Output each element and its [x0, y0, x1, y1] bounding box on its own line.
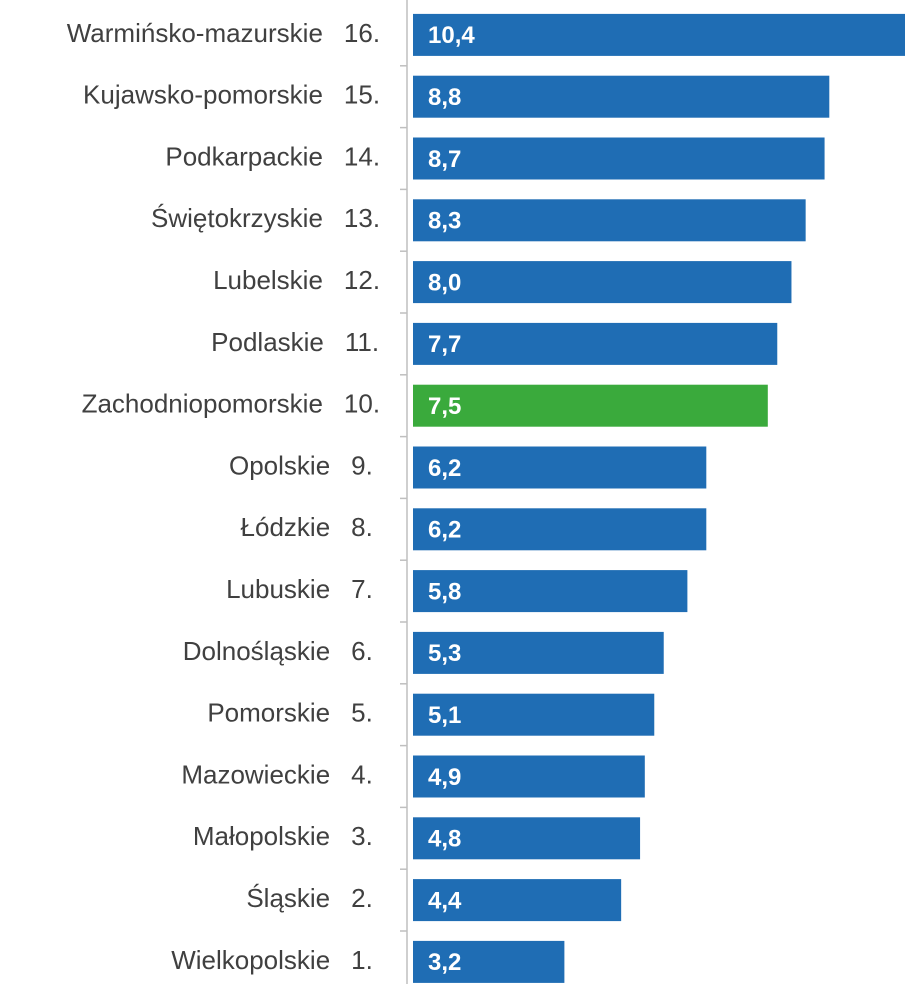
bar [413, 384, 768, 427]
category-label: Wielkopolskie [171, 945, 330, 975]
data-label: 6,2 [428, 455, 461, 482]
data-label: 4,8 [428, 826, 461, 853]
bar [413, 755, 645, 798]
bar [413, 446, 707, 489]
rank-label: 14. [344, 141, 380, 171]
rank-label: 3. [351, 821, 373, 851]
data-label: 8,7 [428, 146, 461, 173]
bar [413, 261, 792, 304]
data-label: 8,3 [428, 208, 461, 235]
rank-label: 6. [351, 636, 373, 666]
category-label: Łódzkie [241, 512, 331, 542]
category-label: Opolskie [229, 450, 330, 480]
bar [413, 137, 825, 180]
bar [413, 817, 641, 860]
rank-label: 4. [351, 759, 373, 789]
data-label: 5,8 [428, 578, 461, 605]
rank-label: 10. [344, 389, 380, 419]
data-label: 5,1 [428, 702, 461, 729]
bar [413, 570, 688, 613]
bar [413, 693, 655, 736]
category-label: Dolnośląskie [183, 636, 330, 666]
category-label: Podkarpackie [165, 141, 323, 171]
category-label: Lubuskie [226, 574, 330, 604]
category-label: Lubelskie [213, 265, 323, 295]
bar [413, 940, 565, 983]
category-label: Małopolskie [193, 821, 330, 851]
category-label: Pomorskie [207, 698, 330, 728]
bar [413, 631, 664, 674]
rank-label: 8. [351, 512, 373, 542]
data-label: 7,5 [428, 393, 461, 420]
rank-label: 7. [351, 574, 373, 604]
bar [413, 13, 905, 56]
rank-label: 9. [351, 450, 373, 480]
data-label: 5,3 [428, 640, 461, 667]
rank-label: 12. [344, 265, 380, 295]
bar [413, 508, 707, 551]
bar [413, 199, 806, 242]
category-label: Podlaskie [211, 327, 324, 357]
data-label: 7,7 [428, 331, 461, 358]
bar [413, 322, 778, 365]
rank-label: 2. [351, 883, 373, 913]
bar [413, 879, 622, 922]
data-label: 3,2 [428, 949, 461, 976]
bar [413, 75, 830, 118]
category-label: Śląskie [246, 883, 330, 913]
rank-label: 11. [345, 327, 379, 357]
category-label: Mazowieckie [181, 759, 330, 789]
category-label: Świętokrzyskie [151, 203, 323, 233]
data-label: 4,9 [428, 764, 461, 791]
category-label: Kujawsko-pomorskie [83, 80, 323, 110]
category-label: Warmińsko-mazurskie [67, 18, 323, 48]
rank-label: 15. [344, 80, 380, 110]
category-label: Zachodniopomorskie [82, 389, 323, 419]
rank-label: 1. [351, 945, 373, 975]
rank-label: 5. [351, 698, 373, 728]
rank-label: 13. [344, 203, 380, 233]
data-label: 8,8 [428, 84, 461, 111]
data-label: 4,4 [428, 887, 462, 914]
rank-label: 16. [344, 18, 380, 48]
data-label: 10,4 [428, 22, 475, 49]
data-label: 6,2 [428, 517, 461, 544]
data-label: 8,0 [428, 269, 461, 296]
